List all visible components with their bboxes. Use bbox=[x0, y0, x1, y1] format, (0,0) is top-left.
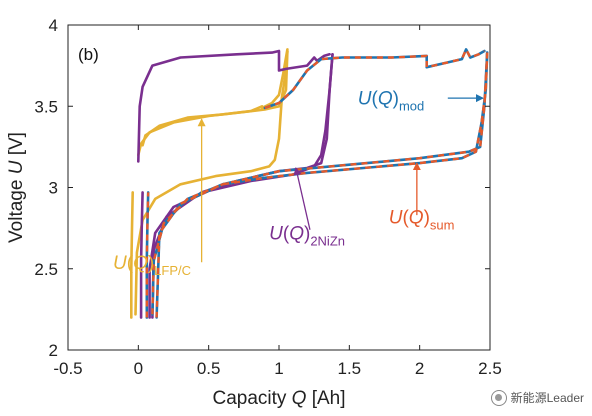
x-axis-title: Capacity Q [Ah] bbox=[212, 388, 345, 409]
annotation-label-mod: U(Q)mod bbox=[358, 89, 424, 114]
x-tick-label: -0.5 bbox=[53, 359, 82, 378]
panel-label: (b) bbox=[78, 45, 99, 64]
annotation-label-sum: U(Q)sum bbox=[389, 207, 455, 232]
series-line-mod bbox=[155, 51, 489, 319]
series-line-mod bbox=[151, 51, 489, 316]
y-tick-label: 2.5 bbox=[34, 260, 58, 279]
series-line-sum bbox=[151, 52, 489, 315]
x-tick-label: 0.5 bbox=[197, 359, 221, 378]
x-tick-label: 0 bbox=[134, 359, 143, 378]
series-line-LFP_C bbox=[130, 191, 134, 319]
series-sum bbox=[145, 48, 489, 318]
y-tick-label: 3.5 bbox=[34, 97, 58, 116]
y-tick-label: 4 bbox=[49, 16, 58, 35]
wechat-logo-icon bbox=[490, 389, 507, 406]
series-line-LFP_C bbox=[141, 49, 289, 147]
annotation-label-NiZn: U(Q)2NiZn bbox=[269, 224, 345, 249]
series-line-NiZn bbox=[139, 191, 144, 319]
watermark-text: 新能源Leader bbox=[510, 391, 584, 405]
y-tick-label: 2 bbox=[49, 341, 58, 360]
series-line-LFP_C bbox=[137, 105, 264, 157]
x-tick-label: 1 bbox=[274, 359, 283, 378]
watermark: 新能源Leader bbox=[490, 389, 584, 406]
series-line-sum bbox=[155, 52, 489, 318]
series-mod bbox=[145, 48, 489, 319]
series-line-sum bbox=[145, 192, 150, 318]
series-line-NiZn bbox=[137, 49, 331, 163]
x-tick-label: 2 bbox=[415, 359, 424, 378]
series-line-LFP_C bbox=[260, 48, 289, 110]
x-tick-label: 2.5 bbox=[478, 359, 502, 378]
annotation-arrow-NiZn bbox=[293, 167, 311, 230]
y-tick-label: 3 bbox=[49, 179, 58, 198]
y-axis-title: Voltage U [V] bbox=[6, 132, 27, 243]
x-tick-label: 1.5 bbox=[338, 359, 362, 378]
annotation-label-LFP_C: U(Q)LFP/C bbox=[113, 253, 191, 278]
series-line-sum bbox=[264, 48, 486, 110]
